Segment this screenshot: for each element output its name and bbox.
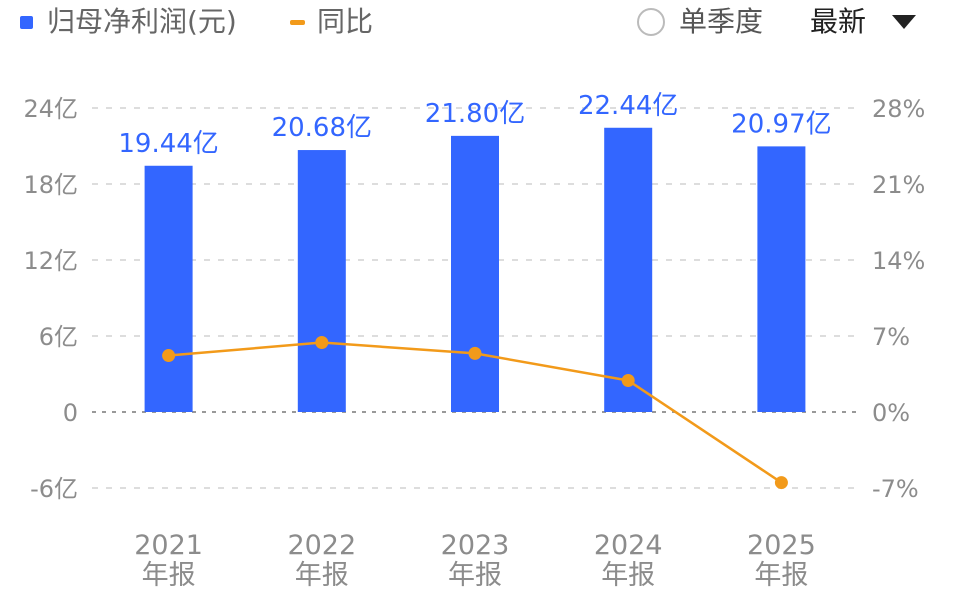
left-tick-label: 12亿 xyxy=(23,247,78,275)
radio-circle-icon[interactable] xyxy=(637,8,665,36)
bar xyxy=(451,135,499,412)
data-labels: 19.44亿 20.68亿 21.80亿 22.44亿 20.97亿 xyxy=(118,91,831,159)
right-tick-label: 21% xyxy=(872,171,925,199)
left-tick-label: 0 xyxy=(63,399,78,427)
right-tick-label: 14% xyxy=(872,247,925,275)
left-tick-label: 6亿 xyxy=(39,323,78,351)
left-tick-label: 24亿 xyxy=(23,95,78,123)
category-year-label: 2021 xyxy=(134,530,203,561)
category-period-label: 年报 xyxy=(448,560,502,591)
bar-value-label: 19.44亿 xyxy=(118,129,218,159)
right-tick-label: -7% xyxy=(872,475,919,503)
category-period-label: 年报 xyxy=(601,560,655,591)
bar-value-label: 22.44亿 xyxy=(578,91,678,121)
right-tick-label: 28% xyxy=(872,95,925,123)
single-quarter-label: 单季度 xyxy=(679,5,764,38)
legend-item-yoy[interactable]: 同比 xyxy=(290,4,373,40)
category-period-label: 年报 xyxy=(295,560,349,591)
bar xyxy=(757,146,806,412)
bar xyxy=(604,127,653,412)
category-year-label: 2023 xyxy=(441,530,510,561)
legend-bar-swatch xyxy=(20,15,33,29)
legend-item-net-profit[interactable]: 归母净利润(元) xyxy=(20,4,237,40)
yoy-line-series xyxy=(162,336,788,490)
category-year-label: 2024 xyxy=(594,530,663,561)
yoy-point xyxy=(468,346,482,360)
category-year-label: 2022 xyxy=(287,530,356,561)
latest-dropdown[interactable]: 最新 xyxy=(810,4,917,40)
yoy-point xyxy=(621,374,635,388)
left-tick-label: -6亿 xyxy=(30,475,78,503)
left-tick-label: 18亿 xyxy=(23,171,78,199)
bar xyxy=(297,150,346,412)
chart-header: 归母净利润(元) 同比 单季度 最新 xyxy=(0,0,954,50)
legend-net-profit-label: 归母净利润(元) xyxy=(47,5,237,38)
yoy-point xyxy=(315,336,329,350)
bar xyxy=(144,165,193,412)
yoy-point xyxy=(162,349,176,363)
bar-series xyxy=(144,127,806,412)
right-tick-label: 0% xyxy=(872,399,910,427)
legend-yoy-label: 同比 xyxy=(317,5,374,38)
bar-value-label: 20.97亿 xyxy=(731,109,831,139)
category-period-label: 年报 xyxy=(142,560,196,591)
category-year-label: 2025 xyxy=(747,530,816,561)
bar-value-label: 21.80亿 xyxy=(425,99,525,129)
legend-line-swatch xyxy=(290,19,305,25)
bar-value-label: 20.68亿 xyxy=(272,113,372,143)
caret-down-icon xyxy=(892,15,917,29)
category-period-label: 年报 xyxy=(754,560,808,591)
single-quarter-toggle[interactable]: 单季度 xyxy=(637,4,763,40)
latest-label: 最新 xyxy=(810,5,867,38)
axis-labels: -6亿 -7%0 0%6亿 7%12亿 14%18亿 21%24亿 28%2021年报202… xyxy=(23,95,925,591)
right-tick-label: 7% xyxy=(872,323,910,351)
yoy-point xyxy=(774,476,788,490)
